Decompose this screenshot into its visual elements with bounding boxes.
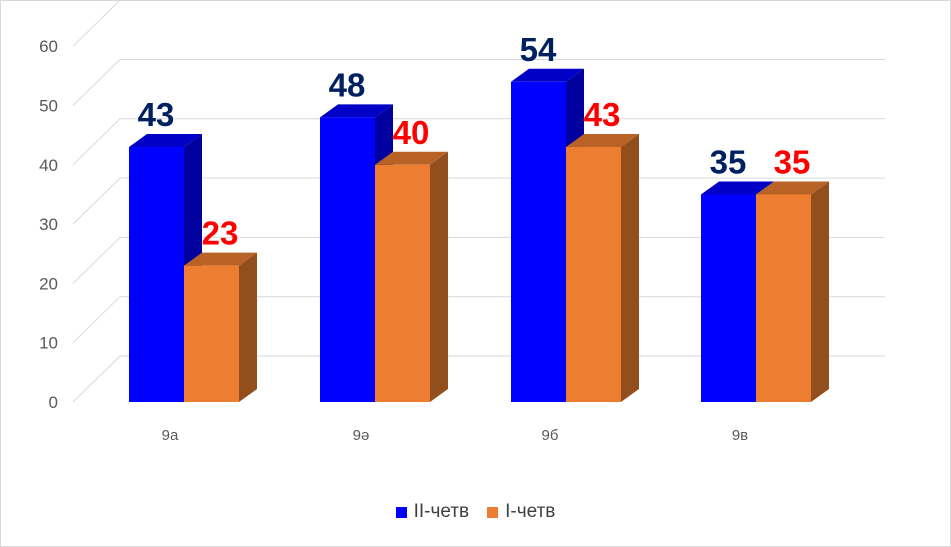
gridline — [72, 118, 885, 166]
gridline — [72, 59, 885, 106]
legend: II-четв I-четв — [0, 500, 951, 524]
legend-item-series-1: II-четв — [395, 501, 470, 523]
data-label-2-4: 35 — [774, 143, 811, 180]
data-label-1-4: 35 — [710, 143, 747, 180]
y-tick-label: 10 — [39, 334, 58, 353]
bar-2-2 — [375, 151, 448, 402]
bar-1-1 — [129, 134, 202, 402]
legend-item-series-2: I-четв — [487, 501, 555, 523]
bar-2-1 — [184, 252, 257, 402]
data-label-1-2: 48 — [329, 66, 366, 103]
x-tick-label: 9в — [732, 427, 748, 444]
data-label-2-2: 40 — [393, 114, 430, 151]
data-label-2-3: 43 — [584, 96, 621, 133]
bar-2-3 — [566, 134, 639, 402]
y-tick-label: 0 — [49, 393, 58, 412]
legend-swatch-series-1 — [395, 506, 407, 518]
bar-2-4 — [756, 181, 829, 402]
y-tick-label: 40 — [39, 156, 58, 175]
y-tick-label: 60 — [39, 37, 58, 56]
data-label-1-3: 54 — [520, 31, 557, 68]
legend-swatch-series-2 — [487, 506, 499, 518]
x-tick-label: 9ә — [353, 427, 370, 444]
y-tick-label: 20 — [39, 274, 58, 293]
legend-label-series-2: I-четв — [505, 501, 556, 522]
x-tick-label: 9а — [162, 427, 179, 444]
y-tick-label: 30 — [39, 215, 58, 234]
y-tick-label: 50 — [39, 97, 58, 116]
data-label-2-1: 23 — [202, 215, 239, 252]
data-label-1-1: 43 — [138, 96, 175, 133]
gridline — [72, 0, 885, 47]
legend-label-series-1: II-четв — [413, 501, 470, 522]
x-tick-label: 9б — [542, 427, 559, 444]
